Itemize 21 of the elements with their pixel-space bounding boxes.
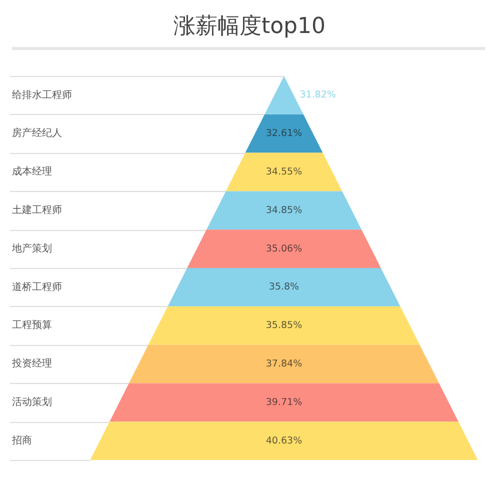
category-label: 投资经理 — [11, 358, 52, 370]
category-label: 地产策划 — [11, 242, 52, 254]
category-label: 给排水工程师 — [12, 88, 72, 101]
category-label: 道桥工程师 — [12, 280, 62, 293]
data-label: 34.55% — [266, 166, 302, 178]
data-label: 35.85% — [266, 320, 302, 332]
text: 涨薪幅度top10 — [172, 13, 327, 41]
data-label: 35.06% — [266, 243, 302, 254]
category-label: 工程预算 — [12, 319, 52, 332]
data-label: 40.63% — [266, 435, 302, 446]
data-label: 35.8% — [268, 282, 300, 293]
category-label: 土建工程师 — [12, 204, 62, 216]
data-label: 32.61% — [266, 128, 302, 140]
category-label: 房产经纪人 — [12, 127, 62, 140]
category-label: 成本经理 — [12, 166, 52, 178]
data-label: 37.84% — [266, 358, 302, 370]
data-label: 39.71% — [266, 396, 302, 408]
category-label: 招商 — [11, 434, 32, 446]
category-label: 活动策划 — [12, 396, 52, 408]
data-label: 31.82% — [300, 90, 336, 101]
data-label: 34.85% — [266, 204, 302, 216]
